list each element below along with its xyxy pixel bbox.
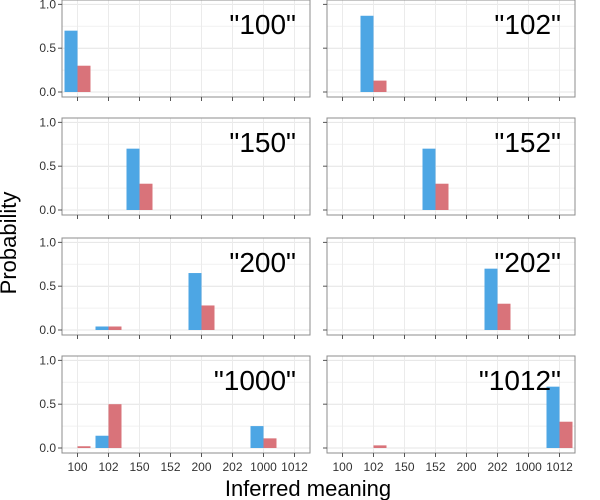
bar-200-series-1 [188,273,202,330]
y-tick-label: 0.5 [39,41,56,55]
panel-label: "200" [229,247,296,278]
x-tick-label: 200 [456,460,476,474]
x-tick-label: 152 [425,460,445,474]
y-tick-label: 1.0 [39,353,56,367]
x-tick-label: 102 [363,460,383,474]
y-tick-label: 1.0 [39,0,56,11]
x-tick-label: 1000 [515,460,542,474]
bar-200-series-2 [201,305,215,330]
panel-7: 0.0 0.5 1.0 100 102 150 152 200 202 1000 1012 "1000… [39,353,311,474]
bar-102-series-2 [108,326,122,330]
x-tick-label: 1012 [546,460,573,474]
bar-102-series-2 [373,445,387,448]
bar-102-series-2 [373,80,387,92]
bar-152-series-1 [422,148,436,210]
bar-202-series-1 [484,268,498,330]
y-tick-label: 0.0 [39,85,56,99]
y-tick-label: 0.0 [39,441,56,455]
x-tick-label: 150 [394,460,414,474]
panel-4: "152" [323,117,576,219]
bar-102-series-1 [360,15,374,92]
panel-label: "150" [229,127,296,158]
bar-152-series-2 [435,183,449,210]
bar-150-series-2 [139,183,153,210]
bar-100-series-2 [77,65,91,92]
x-tick-label: 100 [67,460,87,474]
x-tick-label: 152 [160,460,180,474]
bar-1012-series-2 [559,421,573,448]
y-tick-label: 0.0 [39,323,56,337]
x-tick-label: 202 [222,460,242,474]
y-tick-label: 1.0 [39,115,56,129]
bar-102-series-2 [108,404,122,448]
panel-label: "100" [229,9,296,40]
x-tick-label: 1012 [281,460,308,474]
bar-202-series-2 [497,303,511,330]
bar-100-series-1 [64,30,78,93]
y-tick-label: 1.0 [39,235,56,249]
y-tick-label: 0.5 [39,279,56,293]
panel-label: "202" [494,247,561,278]
bar-1000-series-1 [250,426,264,448]
panel-6: "202" [323,237,576,339]
bar-1000-series-2 [263,438,277,448]
panel-label: "102" [494,9,561,40]
panel-5: 0.0 0.5 1.0 "200" [39,235,311,339]
bar-102-series-1 [95,435,109,448]
y-tick-label: 0.0 [39,203,56,217]
x-axis-title: Inferred meaning [225,476,391,500]
panel-label: "152" [494,127,561,158]
y-tick-label: 0.5 [39,159,56,173]
x-tick-label: 200 [191,460,211,474]
bar-150-series-1 [126,148,140,210]
x-tick-label: 150 [129,460,149,474]
bar-100-series-2 [77,446,91,448]
y-tick-label: 0.5 [39,397,56,411]
panel-1: 0.0 0.5 1.0 "100" [39,0,311,101]
x-tick-label: 100 [332,460,352,474]
bar-1012-series-1 [546,386,560,448]
y-axis-title: Probability [0,192,21,295]
panel-label: "1012" [479,365,561,396]
panel-2: "102" [323,0,576,101]
bar-102-series-1 [95,326,109,330]
x-tick-label: 202 [487,460,507,474]
panel-label: "1000" [214,365,296,396]
panel-8: 100 102 150 152 200 202 1000 1012 "1012" [323,355,576,474]
x-tick-label: 1000 [250,460,277,474]
panel-3: 0.0 0.5 1.0 "150" [39,115,311,219]
x-tick-label: 102 [98,460,118,474]
